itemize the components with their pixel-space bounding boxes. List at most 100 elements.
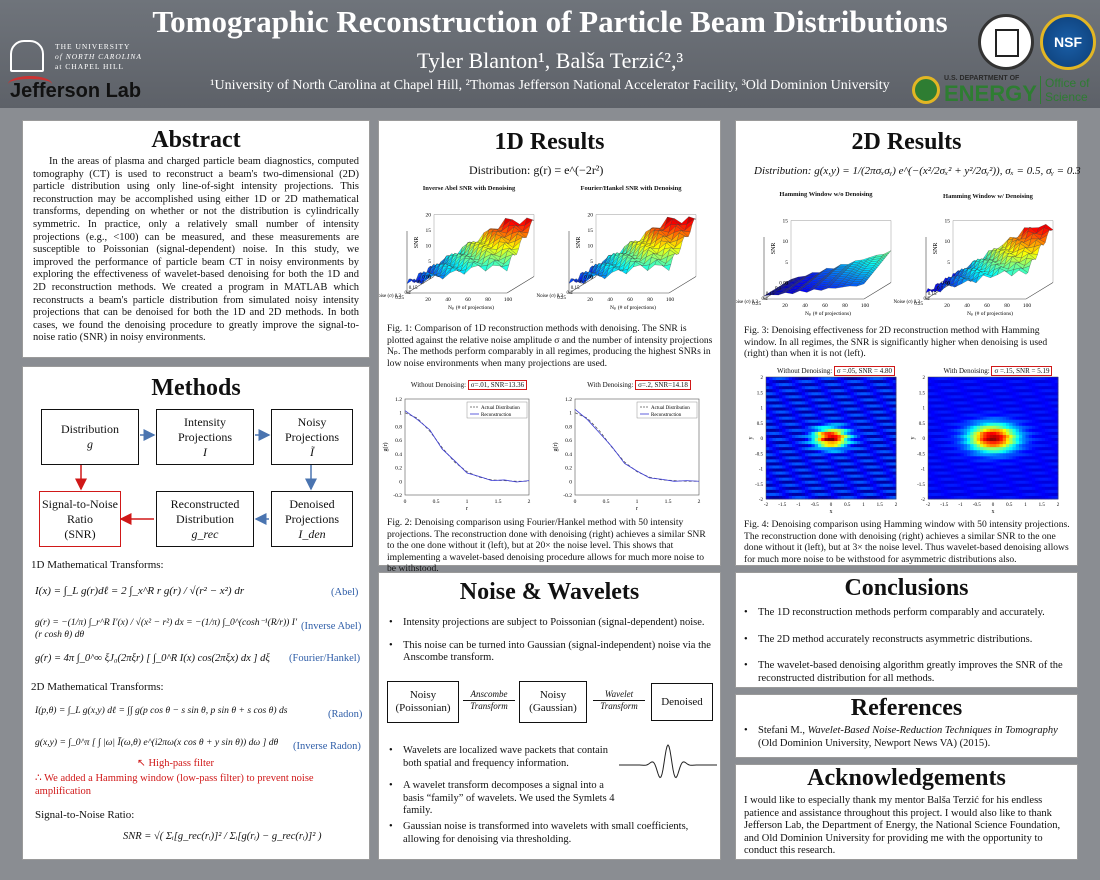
heatmap-cell bbox=[821, 416, 825, 421]
heatmap-cell bbox=[983, 401, 987, 405]
heatmap-cell bbox=[1032, 401, 1036, 405]
heatmap-cell bbox=[769, 444, 773, 448]
heatmap-cell bbox=[996, 492, 1000, 497]
heatmap-cell bbox=[1019, 495, 1023, 500]
heatmap-cell bbox=[876, 401, 881, 405]
heatmap-cell bbox=[892, 483, 897, 488]
heatmap-cell bbox=[1022, 438, 1026, 442]
heatmap-cell bbox=[782, 419, 786, 424]
np-tick-label: 100 bbox=[504, 297, 513, 303]
heatmap-cell bbox=[860, 477, 864, 482]
heatmap-cell bbox=[947, 386, 952, 390]
heatmap-cell bbox=[883, 492, 887, 497]
heatmap-cell bbox=[976, 389, 981, 393]
heatmap-cell bbox=[769, 468, 773, 472]
heatmap-cell bbox=[1025, 398, 1030, 402]
heatmap-cell bbox=[798, 492, 803, 497]
heatmap-cell bbox=[989, 447, 994, 451]
heatmap-cell bbox=[1022, 392, 1026, 396]
heatmap-cell bbox=[934, 404, 939, 408]
heatmap-cell bbox=[1051, 392, 1056, 396]
heatmap-cell bbox=[808, 468, 812, 472]
heatmap-cell bbox=[934, 444, 939, 448]
heatmap-cell bbox=[1045, 486, 1049, 491]
heatmap-cell bbox=[937, 401, 942, 405]
heatmap-cell bbox=[857, 383, 861, 387]
heatmap-cell bbox=[827, 486, 832, 491]
np-tick-label: 40 bbox=[607, 297, 613, 303]
heatmap-cell bbox=[996, 480, 1000, 485]
heatmap-cell bbox=[941, 474, 945, 479]
heatmap-cell bbox=[944, 438, 948, 442]
heatmap-cell bbox=[850, 416, 855, 421]
heatmap-cell bbox=[847, 462, 851, 466]
heatmap-cell bbox=[928, 407, 932, 411]
heatmap-cell bbox=[999, 483, 1004, 488]
heatmap-cell bbox=[873, 401, 877, 405]
heatmap-cell bbox=[1054, 431, 1059, 436]
heatmap-cell bbox=[798, 453, 803, 457]
heatmap-cell bbox=[795, 386, 799, 390]
heatmap-cell bbox=[808, 450, 812, 454]
heatmap-cell bbox=[834, 453, 838, 457]
heatmap-cell bbox=[801, 386, 806, 390]
heatmap-cell bbox=[1028, 483, 1033, 488]
heatmap-cell bbox=[996, 377, 1000, 381]
heatmap-cell bbox=[870, 410, 874, 414]
heatmap-cell bbox=[960, 486, 965, 491]
heatmap-cell bbox=[1012, 389, 1017, 393]
heatmap-cell bbox=[847, 380, 851, 384]
heatmap-cell bbox=[850, 444, 855, 448]
heatmap-cell bbox=[1032, 459, 1036, 463]
heatmap-cell bbox=[963, 450, 968, 454]
heatmap-cell bbox=[857, 434, 861, 439]
heatmap-cell bbox=[989, 462, 994, 466]
heatmap-cell bbox=[934, 413, 939, 418]
heatmap-cell bbox=[847, 492, 851, 497]
z-tick-label: 5 bbox=[590, 259, 593, 265]
heatmap-cell bbox=[801, 465, 806, 469]
heatmap-cell bbox=[1025, 480, 1030, 485]
heatmap-cell bbox=[1028, 474, 1033, 479]
heatmap-cell bbox=[879, 428, 884, 433]
heatmap-cell bbox=[892, 495, 897, 500]
heatmap-cell bbox=[870, 416, 874, 421]
heatmap-cell bbox=[873, 395, 877, 399]
heatmap-cell bbox=[967, 456, 971, 460]
heatmap-cell bbox=[847, 377, 851, 381]
heatmap-cell bbox=[1002, 453, 1007, 457]
heatmap-cell bbox=[889, 404, 894, 408]
z-tick-label: 20 bbox=[426, 213, 432, 219]
heatmap-cell bbox=[792, 404, 796, 408]
heatmap-cell bbox=[1051, 483, 1056, 488]
heatmap-cell bbox=[989, 419, 994, 424]
heatmap-cell bbox=[847, 407, 851, 411]
heatmap-cell bbox=[788, 428, 793, 433]
heatmap-cell bbox=[950, 392, 955, 396]
fig2-right-title: With Denoising: σ=.2, SNR=14.18 bbox=[569, 380, 709, 390]
heatmap-cell bbox=[801, 413, 806, 418]
heatmap-cell bbox=[766, 438, 770, 442]
heatmap-cell bbox=[957, 483, 961, 488]
heatmap-cell bbox=[1032, 410, 1036, 414]
heatmap-cell bbox=[883, 413, 887, 418]
heatmap-cell bbox=[1015, 389, 1020, 393]
heatmap-cell bbox=[970, 422, 974, 427]
heatmap-cell bbox=[1022, 377, 1026, 381]
heatmap-cell bbox=[850, 477, 855, 482]
z-axis-label: SNR bbox=[771, 243, 777, 255]
heatmap-cell bbox=[1051, 377, 1056, 381]
x-tick-label: -2 bbox=[926, 503, 931, 508]
heatmap-cell bbox=[928, 416, 932, 421]
heatmap-cell bbox=[960, 416, 965, 421]
heatmap-cell bbox=[1041, 459, 1046, 463]
heatmap-cell bbox=[999, 404, 1004, 408]
heatmap-cell bbox=[957, 456, 961, 460]
heatmap-cell bbox=[769, 422, 773, 427]
heatmap-cell bbox=[779, 422, 783, 427]
heatmap-cell bbox=[970, 434, 974, 439]
np-tick-label: 20 bbox=[425, 297, 431, 303]
heatmap-cell bbox=[775, 383, 780, 387]
heatmap-cell bbox=[844, 386, 848, 390]
